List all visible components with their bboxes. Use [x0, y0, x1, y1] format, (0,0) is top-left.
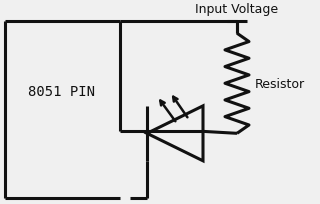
Text: Input Voltage: Input Voltage [196, 2, 279, 16]
Polygon shape [147, 106, 203, 161]
Text: 8051 PIN: 8051 PIN [28, 85, 95, 99]
Text: Resistor: Resistor [255, 78, 305, 91]
